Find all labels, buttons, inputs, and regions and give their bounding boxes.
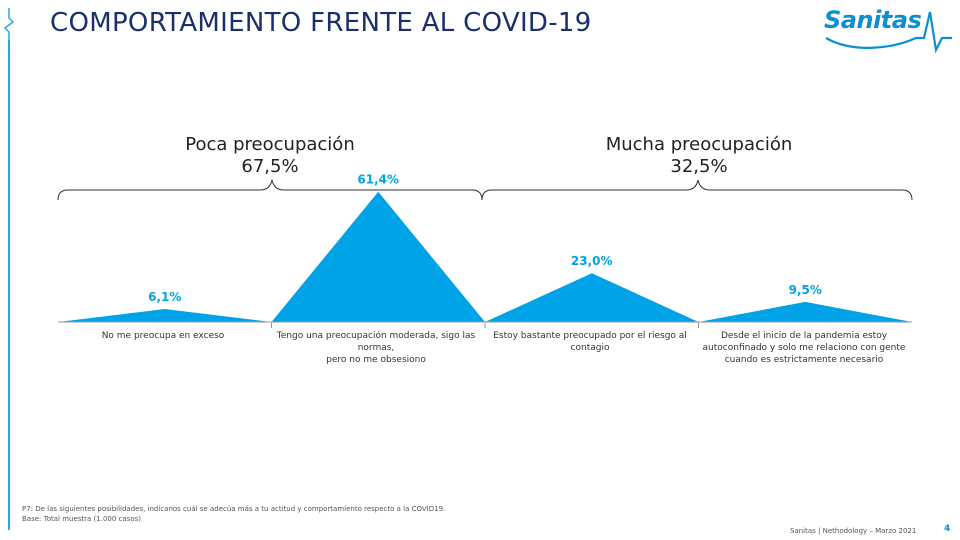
- category-label-4: Desde el inicio de la pandemia estoy aut…: [702, 331, 906, 365]
- page-title: COMPORTAMIENTO FRENTE AL COVID-19: [50, 8, 592, 38]
- category-label-1: No me preocupa en exceso: [101, 331, 225, 341]
- footnote-question: P7: De las siguientes posibilidades, ind…: [22, 505, 446, 513]
- group-name: Poca preocupación: [185, 134, 355, 155]
- group-label-poca: Poca preocupación 67,5%: [120, 134, 420, 178]
- sanitas-logo: Sanitas: [824, 4, 954, 58]
- footnote: P7: De las siguientes posibilidades, ind…: [22, 504, 445, 524]
- group-label-mucha: Mucha preocupación 32,5%: [549, 134, 849, 178]
- footer-source: Sanitas | Nethodology – Marzo 2021: [790, 527, 917, 535]
- category-label-3: Estoy bastante preocupado por el riesgo …: [493, 331, 687, 353]
- logo-text: Sanitas: [824, 6, 922, 34]
- group-name: Mucha preocupación: [605, 134, 793, 155]
- data-label-1: 6,1%: [148, 290, 181, 304]
- brace-mucha: [481, 179, 913, 201]
- area-peak-1: [58, 309, 272, 322]
- pulse-wave-icon: [825, 11, 952, 54]
- data-label-3: 23,0%: [571, 254, 613, 268]
- group-value: 32,5%: [670, 156, 728, 177]
- area-peak-3: [485, 273, 699, 322]
- area-peak-2: [271, 191, 485, 322]
- area-peak-4: [698, 301, 912, 322]
- brace-poca: [57, 179, 483, 201]
- side-accent-line: [8, 40, 10, 530]
- data-label-4: 9,5%: [789, 283, 822, 297]
- footnote-base: Base: Total muestra (1.000 casos): [22, 515, 141, 523]
- side-pulse-icon: [3, 8, 15, 42]
- group-value: 67,5%: [241, 156, 299, 177]
- data-label-2: 61,4%: [357, 173, 399, 187]
- page-number: 4: [944, 524, 951, 534]
- category-label-2: Tengo una preocupación moderada, sigo la…: [276, 331, 476, 365]
